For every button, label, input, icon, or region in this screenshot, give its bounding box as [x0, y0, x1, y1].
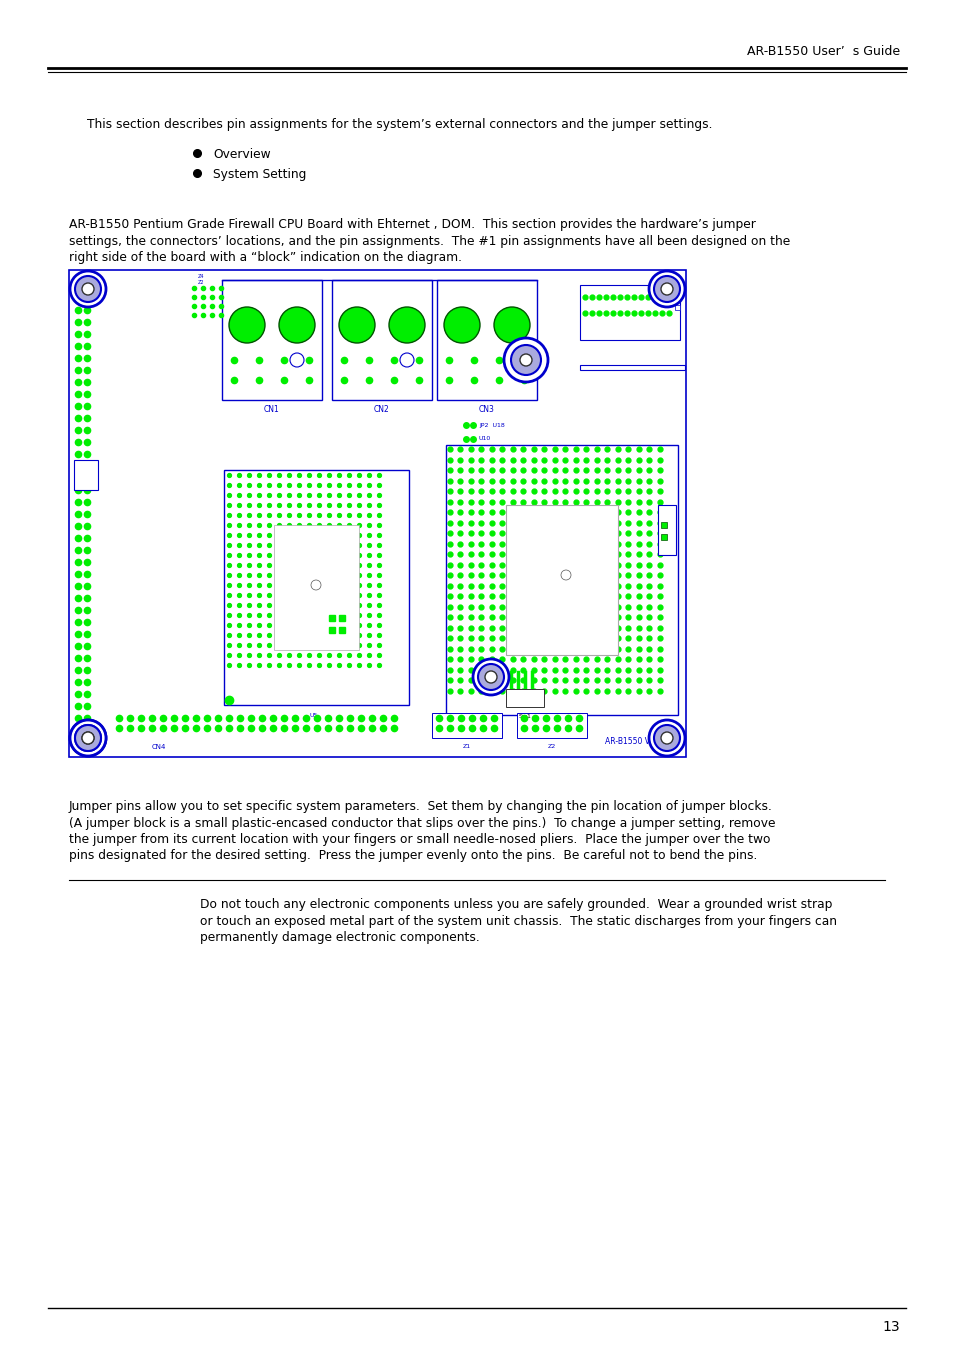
Text: JP2  U18: JP2 U18 [478, 423, 504, 427]
Circle shape [290, 353, 304, 367]
Text: This section describes pin assignments for the system’s external connectors and : This section describes pin assignments f… [87, 118, 712, 131]
Circle shape [70, 720, 106, 757]
Text: Sw1: Sw1 [518, 715, 531, 720]
Circle shape [75, 725, 101, 751]
Text: AR-B1550 User’  s Guide: AR-B1550 User’ s Guide [746, 45, 899, 58]
Bar [74, 459, 98, 490]
Text: CN2: CN2 [374, 405, 390, 413]
Bar [274, 526, 358, 650]
Text: 1 JP1: 1 JP1 [330, 638, 343, 643]
Bar [222, 280, 322, 400]
Bar [517, 713, 586, 738]
Circle shape [654, 276, 679, 303]
Bar [332, 280, 432, 400]
Text: System Setting: System Setting [213, 168, 306, 181]
Text: Overview: Overview [213, 149, 271, 161]
Circle shape [660, 732, 672, 744]
Text: Do not touch any electronic components unless you are safely grounded.  Wear a g: Do not touch any electronic components u… [200, 898, 832, 911]
Circle shape [477, 663, 503, 690]
Bar [505, 689, 543, 707]
Circle shape [70, 272, 106, 307]
Circle shape [648, 720, 684, 757]
Text: AR-B1550 Pentium Grade Firewall CPU Board with Ehternet , DOM.  This section pro: AR-B1550 Pentium Grade Firewall CPU Boar… [69, 218, 755, 231]
Bar [660, 521, 666, 528]
Text: Z4
Z2: Z4 Z2 [198, 274, 204, 285]
Text: (A jumper block is a small plastic-encased conductor that slips over the pins.) : (A jumper block is a small plastic-encas… [69, 816, 775, 830]
Text: pins designated for the desired setting.  Press the jumper evenly onto the pins.: pins designated for the desired setting.… [69, 850, 757, 862]
Text: or touch an exposed metal part of the system unit chassis.  The static discharge: or touch an exposed metal part of the sy… [200, 915, 836, 928]
Circle shape [560, 570, 571, 580]
Text: the jumper from its current location with your fingers or small needle-nosed pli: the jumper from its current location wit… [69, 834, 770, 846]
Text: CN3: CN3 [478, 405, 495, 413]
Circle shape [82, 732, 94, 744]
Circle shape [229, 307, 265, 343]
Circle shape [338, 307, 375, 343]
Circle shape [473, 659, 509, 694]
Bar [675, 305, 679, 309]
Text: Z1: Z1 [462, 744, 471, 748]
Circle shape [443, 307, 479, 343]
Bar [505, 505, 618, 655]
Bar [224, 470, 409, 705]
Text: 13: 13 [882, 1320, 899, 1333]
Circle shape [654, 725, 679, 751]
Bar [579, 365, 684, 370]
Circle shape [519, 354, 532, 366]
Circle shape [75, 276, 101, 303]
Bar [326, 611, 348, 635]
Text: CN4: CN4 [152, 744, 166, 750]
Bar [436, 280, 537, 400]
Circle shape [311, 580, 320, 590]
Circle shape [399, 353, 414, 367]
Circle shape [484, 671, 497, 684]
Text: +5V
GND
+12V
2: +5V GND +12V 2 [659, 509, 673, 532]
Text: CN1: CN1 [264, 405, 279, 413]
Circle shape [70, 720, 106, 757]
Text: 1: 1 [84, 465, 88, 470]
Text: U5: U5 [310, 713, 318, 717]
Circle shape [82, 732, 94, 744]
Bar [69, 270, 685, 757]
Bar [658, 505, 676, 555]
Circle shape [503, 338, 547, 382]
Text: Jumper pins allow you to set specific system parameters.  Set them by changing t: Jumper pins allow you to set specific sy… [69, 800, 772, 813]
Bar [432, 713, 501, 738]
Text: permanently damage electronic components.: permanently damage electronic components… [200, 931, 479, 944]
Text: U10: U10 [478, 436, 491, 442]
Circle shape [504, 353, 518, 367]
Circle shape [82, 282, 94, 295]
Circle shape [511, 345, 540, 376]
Circle shape [494, 307, 530, 343]
Bar [660, 534, 666, 540]
Text: AR-B1550 V▂▁▀: AR-B1550 V▂▁▀ [604, 738, 666, 747]
Bar [579, 285, 679, 340]
Bar [446, 444, 678, 715]
Text: Z2: Z2 [547, 744, 556, 748]
Circle shape [648, 272, 684, 307]
Circle shape [389, 307, 424, 343]
Circle shape [660, 282, 672, 295]
Circle shape [75, 725, 101, 751]
Circle shape [278, 307, 314, 343]
Text: settings, the connectors’ locations, and the pin assignments.  The #1 pin assign: settings, the connectors’ locations, and… [69, 235, 789, 247]
Text: right side of the board with a “block” indication on the diagram.: right side of the board with a “block” i… [69, 251, 461, 263]
